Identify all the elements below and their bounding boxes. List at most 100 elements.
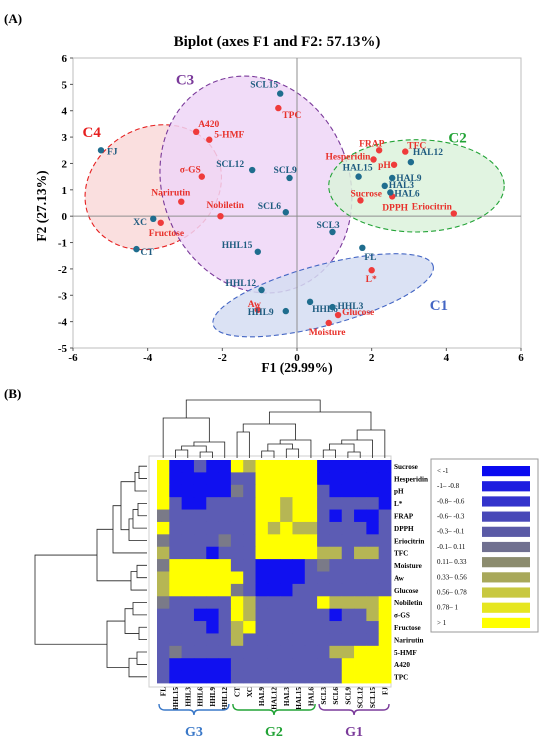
column-dendrogram-branch [341,439,373,458]
sample-point-xc [150,215,157,223]
legend-swatch [482,602,530,613]
sample-label: CT [140,248,154,258]
heatmap-column-label: HHL15 [172,687,180,711]
heatmap-cell [193,608,207,622]
sample-label: HHL9 [248,308,274,318]
variable-point-a420 [193,128,200,136]
heatmap-cell [157,484,170,498]
row-dendrogram-branch [34,554,107,645]
sample-point-ct [133,245,140,253]
variable-point-aw [254,306,261,313]
row-dendrogram-branch [112,505,147,554]
variable-point-gs [198,173,205,180]
heatmap-cell [378,460,392,473]
heatmap-cell [169,596,183,610]
heatmap-cell [354,559,367,572]
heatmap-column-label: HAL12 [271,687,279,710]
heatmap-cell [157,583,170,597]
heatmap-cell [366,621,380,634]
heatmap-cell [317,633,330,647]
sample-label: SCL3 [316,221,339,231]
heatmap-cell [317,460,330,473]
sample-label: HAL3 [389,181,415,191]
legend-range-label: > 1 [437,619,447,627]
heatmap-cell [218,521,232,535]
variable-point-fructose [157,219,164,226]
heatmap-cell [366,484,380,498]
cluster-label-c2: C2 [448,130,466,146]
column-dendrogram-branch [356,429,386,458]
heatmap-cell [218,658,232,672]
y-tick-label: 0 [62,211,68,223]
heatmap-area: Sucrose Hesperidin pH L* FRAP DPPH Eriocitrin T… [34,399,428,740]
sample-point-hhl15 [254,248,261,255]
heatmap-cell [329,608,343,622]
cluster-label-c1: C1 [430,298,448,314]
heatmap-cell [304,645,318,659]
heatmap-cell [317,521,330,535]
column-dendrogram-branch [181,445,207,452]
heatmap-cell [157,497,170,510]
biplot-title: Biplot (axes F1 and F2: 57.13%) [174,34,381,50]
heatmap-cell [366,497,380,510]
x-tick-label: -6 [68,352,78,364]
heatmap-column-label: SCL6 [332,687,340,705]
y-tick-label: -2 [58,264,68,276]
heatmap-cell [243,645,256,659]
row-dendrogram-branch [132,509,147,529]
heatmap-cell [169,621,183,634]
heatmap-cell [230,583,244,597]
heatmap-cell [329,559,343,572]
heatmap-cell [181,559,195,572]
heatmap-cell [292,472,306,486]
heatmap-cell [366,546,380,560]
heatmap-cell [329,571,343,585]
column-dendrogram-branch [347,451,361,458]
heatmap-cell [255,484,269,498]
heatmap-cell [378,596,392,610]
heatmap-cell [292,621,306,634]
heatmap-cell [169,534,183,548]
heatmap-cell [292,583,306,597]
heatmap-cell [378,497,392,510]
heatmap-cell [341,633,355,647]
heatmap-cell [243,521,256,535]
sample-point-scl9 [286,174,293,182]
cluster-c2-ellipse [328,139,505,233]
biplot-y-axis-label: F2 (27.13%) [34,170,49,241]
heatmap-cell [317,583,330,597]
heatmap-row-label: Narirutin [394,636,424,644]
heatmap-cell [341,497,355,510]
heatmap-cell [230,608,244,622]
heatmap-cell [243,534,256,548]
heatmap-cell [157,621,170,634]
heatmap-cell [206,484,219,498]
heatmap-cell [378,484,392,498]
sample-point-hhl3 [329,303,336,311]
heatmap-cell [341,460,355,473]
heatmap-cell [243,621,256,634]
heatmap-cell [169,521,183,535]
heatmap-cell [304,571,318,585]
heatmap-cell [354,608,367,622]
legend-swatch [482,466,530,477]
heatmap-cell [378,534,392,548]
heatmap-cell [206,546,219,560]
heatmap-cell [317,658,330,672]
heatmap-column-label: SCL15 [369,687,377,709]
legend-swatch [482,541,530,553]
heatmap-cell [255,608,269,622]
heatmap-cell [354,484,367,498]
heatmap-cell [157,509,170,523]
heatmap-cell [243,472,256,486]
heatmap-cell [218,534,232,548]
variable-label: Nobiletin [206,201,244,211]
heatmap-cell [206,472,219,486]
heatmap-row-label: TFC [394,550,408,558]
heatmap-cell [341,484,355,498]
variable-point-ph [390,161,398,168]
heatmap-cell [243,559,256,572]
heatmap-cell [292,633,306,647]
legend-swatch [482,526,530,537]
heatmap-cell [181,546,195,560]
